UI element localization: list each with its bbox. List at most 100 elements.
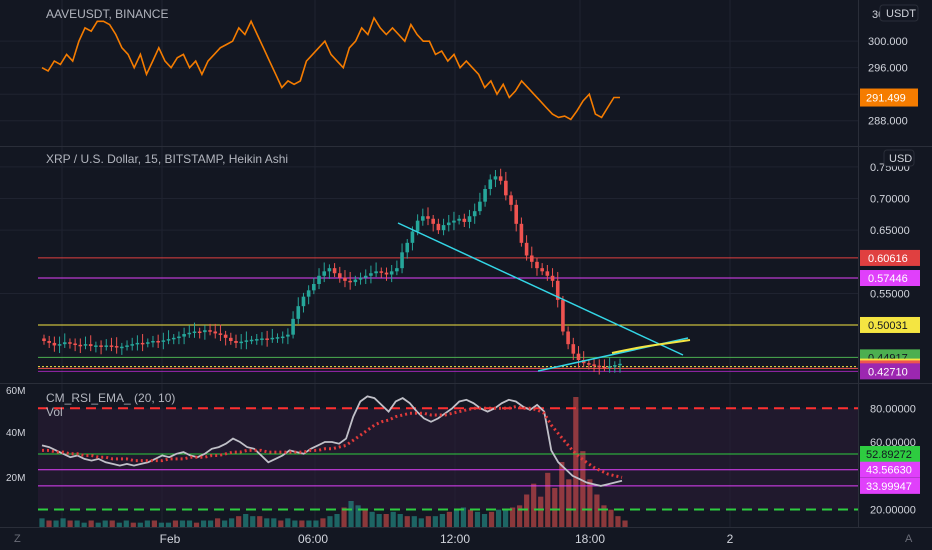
volume-bar <box>165 522 172 527</box>
currency-badge[interactable] <box>883 149 915 167</box>
volume-bar <box>60 518 66 527</box>
volume-bar <box>488 511 495 527</box>
projection-path <box>611 339 691 354</box>
candle-body <box>161 340 166 342</box>
candle-body <box>151 341 155 343</box>
volume-bar <box>432 516 438 527</box>
currency-badge[interactable] <box>879 4 919 22</box>
candle-body <box>358 277 363 280</box>
candle-body <box>592 364 596 366</box>
candle-body <box>270 337 275 340</box>
candle-body <box>535 261 539 269</box>
candle-body <box>613 365 617 367</box>
volume-bar <box>601 505 607 527</box>
candle-body <box>171 337 176 340</box>
x-tick-label: 2 <box>727 532 734 546</box>
volume-bar <box>214 518 221 527</box>
candle-body <box>369 273 373 276</box>
candle-body <box>493 176 498 180</box>
candle-body <box>436 223 441 231</box>
volume-bar <box>200 520 207 527</box>
rsi-level-label-bg <box>860 445 920 462</box>
candle-body <box>576 353 581 360</box>
candle-body <box>249 339 254 342</box>
volume-bar <box>53 520 59 527</box>
volume-bar <box>264 518 270 527</box>
volume-bar <box>517 505 523 527</box>
candle-body <box>597 365 602 368</box>
candle-body <box>140 342 145 345</box>
candle-body <box>213 331 218 334</box>
candle-body <box>415 220 420 232</box>
volume-bar <box>292 520 298 527</box>
volume-bar <box>418 518 424 527</box>
candle-body <box>62 342 67 345</box>
volume-bar <box>320 518 326 527</box>
currency-badge-label: USDT <box>886 8 916 20</box>
candle-body <box>343 277 347 281</box>
candle-body <box>57 344 62 346</box>
candle-body <box>99 345 103 347</box>
volume-bar <box>116 522 122 527</box>
volume-bar <box>439 514 445 527</box>
volume-bar <box>608 509 614 527</box>
candle-body <box>88 344 93 347</box>
volume-bar <box>137 522 143 527</box>
candle-body <box>145 342 150 344</box>
candle-body <box>540 268 544 272</box>
x-tick-label: 12:00 <box>440 532 470 546</box>
volume-bar <box>573 397 579 527</box>
volume-bar <box>285 518 291 527</box>
candle-body <box>457 218 461 221</box>
y-tick-label: 0.55000 <box>870 289 910 301</box>
candle-body <box>426 216 430 219</box>
candle-body <box>452 220 456 223</box>
volume-bar <box>144 520 150 527</box>
candle-body <box>73 343 77 346</box>
candle-body <box>607 366 612 368</box>
candle-body <box>291 318 295 335</box>
candle-body <box>602 366 607 369</box>
y-tick-label: 0.65000 <box>870 225 910 237</box>
rsi-level-label-bg <box>860 477 920 494</box>
volume-bar <box>369 511 375 527</box>
volume-bar <box>81 522 87 527</box>
candle-body <box>509 195 513 205</box>
volume-bar <box>278 520 284 527</box>
volume-bar <box>587 479 593 527</box>
candle-body <box>555 280 560 300</box>
candle-body <box>467 216 472 222</box>
candle-body <box>280 336 285 339</box>
candle-body <box>462 218 467 222</box>
chart-subtitle: Vol <box>46 405 63 419</box>
volume-bar <box>348 501 354 527</box>
candle-body <box>566 331 570 345</box>
timezone-toggle: Z <box>14 533 21 545</box>
candle-body <box>327 268 332 272</box>
volume-bar <box>446 511 453 527</box>
candle-body <box>550 275 555 281</box>
volume-bar <box>404 516 410 527</box>
x-tick-label: 06:00 <box>298 532 328 546</box>
volume-tick-label: 40M <box>6 428 25 439</box>
trendline-upper[interactable] <box>397 222 684 356</box>
volume-bar <box>39 518 45 527</box>
y-tick-label: 300.000 <box>868 36 908 48</box>
candle-body <box>166 339 171 341</box>
level-price-label-bg <box>860 316 920 333</box>
y-tick-label: 20.00000 <box>870 505 916 517</box>
candle-body <box>519 223 524 243</box>
candle-body <box>504 180 508 196</box>
volume-bar <box>545 472 551 527</box>
candle-body <box>472 211 477 217</box>
candle-body <box>135 342 140 345</box>
volume-bar <box>376 514 382 527</box>
y-tick-label: 288.000 <box>868 116 908 128</box>
volume-bar <box>67 520 73 527</box>
candle-body <box>301 296 306 307</box>
candle-body <box>265 338 269 340</box>
volume-bar <box>502 509 509 527</box>
candle-body <box>244 340 249 342</box>
volume-bar <box>236 516 242 527</box>
